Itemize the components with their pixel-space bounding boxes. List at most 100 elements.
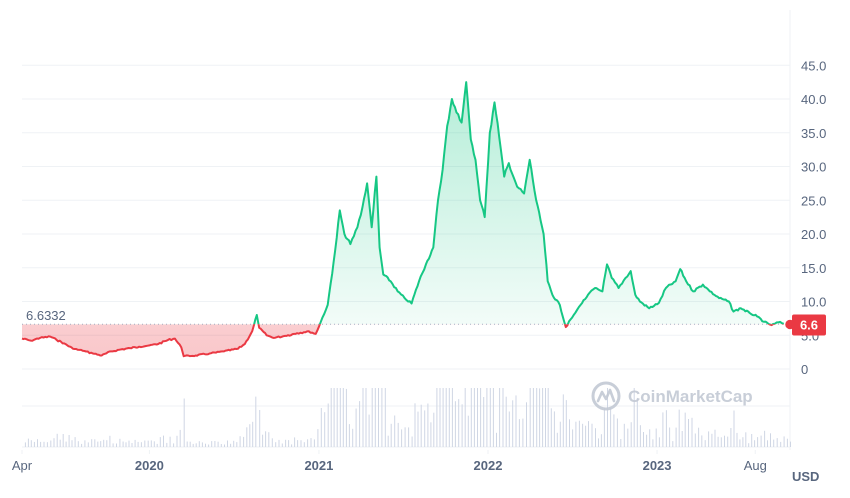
volume-bar [613, 414, 615, 447]
volume-bar [91, 439, 93, 447]
volume-bar [694, 433, 696, 447]
volume-bar [662, 412, 664, 447]
volume-bar [691, 417, 693, 447]
volume-bar [600, 434, 602, 447]
volume-bar [371, 388, 373, 447]
volume-bar [739, 439, 741, 447]
volume-bar [704, 440, 706, 447]
volume-bar [760, 435, 762, 447]
volume-bar [408, 427, 410, 447]
volume-bar [374, 388, 376, 447]
volume-bar [307, 439, 309, 447]
last-price-box [792, 314, 826, 336]
volume-bar [448, 388, 450, 447]
volume-bar [751, 434, 753, 447]
volume-bar [730, 428, 732, 447]
volume-bar [390, 423, 392, 447]
volume-bar [195, 443, 197, 447]
volume-bar [417, 411, 419, 447]
volume-bar [84, 440, 86, 447]
volume-bar [40, 441, 42, 447]
volume-bar [186, 441, 188, 447]
volume-bar [480, 388, 482, 447]
volume-bar [291, 444, 293, 447]
volume-bar [727, 436, 729, 447]
volume-bar [46, 442, 48, 447]
volume-bar [522, 418, 524, 447]
volume-bar [591, 423, 593, 447]
volume-bar [201, 442, 203, 447]
volume-bar [464, 388, 466, 447]
volume-bar [414, 403, 416, 447]
volume-bar [381, 388, 383, 447]
volume-bar [620, 439, 622, 447]
volume-bar [134, 439, 136, 447]
volume-bar [275, 442, 277, 447]
volume-bar [502, 388, 504, 447]
volume-bar [757, 437, 759, 447]
volume-bar [454, 401, 456, 447]
volume-bar [678, 409, 680, 447]
volume-bar [489, 388, 491, 447]
volume-bar [362, 388, 364, 447]
volume-bar [122, 441, 124, 447]
volume-bar [607, 388, 608, 447]
volume-bar [259, 410, 261, 447]
volume-bar [542, 388, 544, 447]
volume-bar [394, 415, 396, 447]
volume-bar [297, 440, 299, 447]
volume-bar [562, 394, 564, 447]
volume-bar [529, 388, 531, 447]
last-price-label: 6.6 [800, 317, 818, 332]
volume-bar [698, 427, 700, 447]
volume-bar [313, 439, 315, 447]
volume-bar [742, 437, 744, 447]
currency-unit-label: USD [792, 469, 819, 484]
volume-bar [147, 440, 149, 447]
volume-bar [786, 438, 788, 447]
volume-bar [780, 441, 782, 447]
volume-bar [230, 443, 232, 447]
volume-bar [183, 398, 185, 447]
volume-bar [675, 427, 677, 447]
volume-bar [582, 423, 584, 447]
volume-bar [536, 388, 538, 447]
volume-bar [156, 443, 158, 447]
volume-bar [578, 420, 580, 447]
volume-bar [575, 421, 577, 447]
volume-bar [163, 435, 164, 447]
volume-bar [112, 443, 114, 447]
volume-bar [137, 441, 139, 447]
volume-bar [461, 404, 463, 447]
volume-bar [159, 437, 161, 447]
volume-bar [545, 388, 546, 447]
volume-bar [336, 388, 338, 447]
price-area-below [22, 324, 790, 357]
volume-bar [303, 442, 305, 447]
volume-bar [745, 432, 747, 447]
volume-bar [192, 443, 194, 447]
y-tick-label: 10.0 [801, 295, 826, 310]
volume-bar [285, 439, 287, 447]
volume-bar [262, 434, 264, 447]
volume-bar [518, 419, 520, 447]
volume-bar [352, 428, 354, 447]
volume-bar [512, 400, 514, 447]
volume-bar [748, 443, 750, 447]
volume-bar [496, 432, 497, 447]
volume-bar [24, 442, 26, 447]
volume-bar [65, 441, 67, 447]
volume-bar [477, 388, 478, 447]
volume-bar [345, 388, 347, 447]
volume-bar [684, 412, 686, 447]
volume-bar [233, 440, 235, 447]
volume-bar [246, 427, 248, 447]
volume-bar [595, 428, 596, 447]
volume-bar [553, 411, 555, 447]
price-area-above [22, 82, 790, 325]
volume-bar [339, 388, 341, 447]
volume-bar [324, 412, 326, 447]
volume-bar [770, 433, 771, 447]
volume-bar [278, 439, 280, 447]
